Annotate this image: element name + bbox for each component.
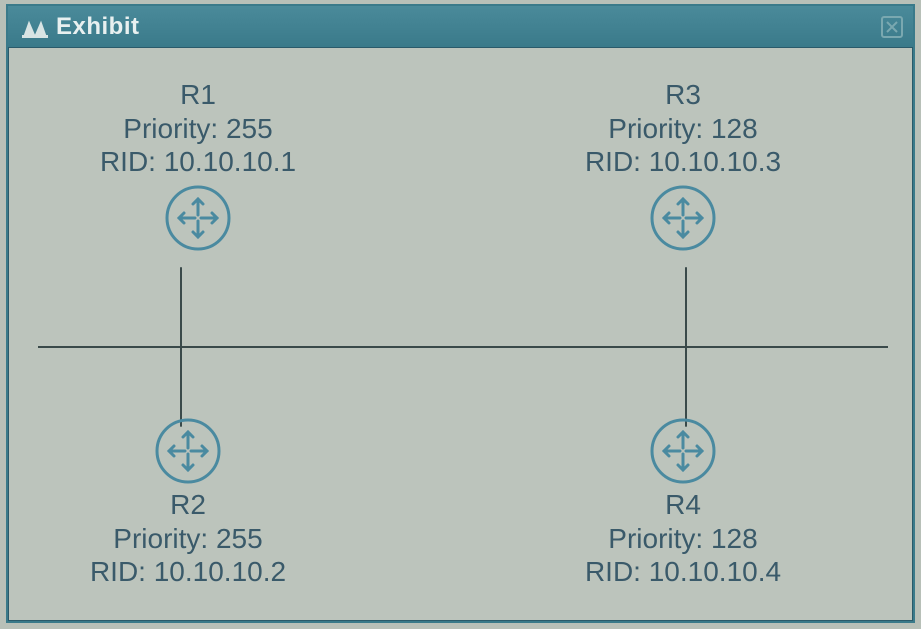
router-name: R2 <box>58 488 318 522</box>
router-icon <box>650 418 716 484</box>
titlebar: Exhibit <box>8 6 913 48</box>
router-priority: Priority: 255 <box>68 112 328 146</box>
router-r2: R2 Priority: 255 RID: 10.10.10.2 <box>58 418 318 589</box>
close-button[interactable] <box>881 16 903 38</box>
router-priority: Priority: 128 <box>548 112 818 146</box>
router-name: R1 <box>68 78 328 112</box>
router-icon <box>650 185 716 251</box>
diagram-canvas: R1 Priority: 255 RID: 10.10.10.1 R3 Prio… <box>8 48 913 621</box>
window-title: Exhibit <box>56 13 140 41</box>
exhibit-window: Exhibit R1 Priority: 255 RID: 10.10.10.1 <box>6 4 915 623</box>
title-group: Exhibit <box>22 13 140 41</box>
router-rid: RID: 10.10.10.4 <box>548 555 818 589</box>
exhibit-icon <box>22 16 48 38</box>
router-priority: Priority: 128 <box>548 522 818 556</box>
router-r3: R3 Priority: 128 RID: 10.10.10.3 <box>548 78 818 251</box>
router-rid: RID: 10.10.10.2 <box>58 555 318 589</box>
close-icon <box>886 21 898 33</box>
router-rid: RID: 10.10.10.3 <box>548 145 818 179</box>
router-r1: R1 Priority: 255 RID: 10.10.10.1 <box>68 78 328 251</box>
router-name: R3 <box>548 78 818 112</box>
router-name: R4 <box>548 488 818 522</box>
router-priority: Priority: 255 <box>58 522 318 556</box>
router-rid: RID: 10.10.10.1 <box>68 145 328 179</box>
router-r4: R4 Priority: 128 RID: 10.10.10.4 <box>548 418 818 589</box>
router-icon <box>155 418 221 484</box>
router-icon <box>165 185 231 251</box>
